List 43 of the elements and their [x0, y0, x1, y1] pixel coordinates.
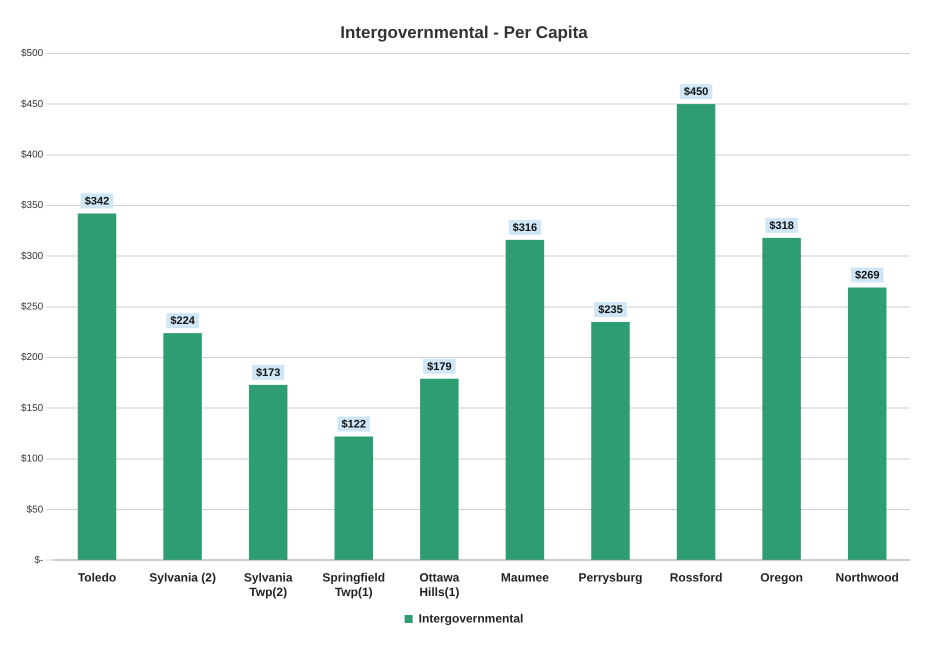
bar: [163, 333, 202, 560]
legend-label: Intergovernmental: [418, 611, 524, 626]
data-label: $316: [512, 222, 538, 234]
y-tick-label: $150: [20, 402, 44, 414]
bar: [676, 104, 716, 560]
data-label: $235: [598, 304, 623, 316]
x-tick-label: Oregon: [760, 570, 803, 585]
x-tick-label: Springfield Twp(1): [322, 570, 386, 600]
x-tick-label: Toledo: [78, 570, 116, 585]
bar: [78, 214, 116, 560]
x-tick-label: Northwood: [836, 570, 899, 585]
y-tick-label: $50: [26, 504, 44, 516]
bar: [334, 436, 374, 560]
bar: [591, 322, 630, 560]
y-tick-label: $100: [20, 454, 44, 465]
y-tick-label: $400: [20, 150, 44, 161]
x-tick-label: Sylvania (2): [149, 570, 216, 585]
bar: [420, 378, 459, 560]
data-label: $179: [427, 360, 452, 373]
y-tick-label: $-: [34, 554, 44, 566]
data-label: $269: [854, 270, 880, 282]
x-tick-label: Ottawa Hills(1): [419, 570, 460, 600]
data-label: $173: [256, 366, 280, 379]
y-tick-label: $500: [20, 48, 44, 60]
y-tick-label: $250: [20, 302, 44, 313]
y-tick-label: $300: [20, 250, 44, 262]
y-tick-label: $350: [20, 200, 44, 212]
chart-title: Intergovernmental - Per Capita: [340, 22, 588, 42]
bar: [762, 238, 801, 560]
data-label: $342: [84, 196, 110, 208]
data-label: $318: [769, 220, 794, 232]
x-tick-label: Rossford: [670, 570, 722, 585]
y-tick-label: $450: [20, 98, 44, 110]
x-tick-label: Maumee: [500, 570, 550, 585]
bar: [248, 384, 288, 560]
bar: [506, 240, 544, 560]
x-tick-label: Perrysburg: [578, 570, 642, 585]
x-tick-label: Sylvania Twp(2): [244, 570, 293, 600]
y-tick-label: $200: [20, 352, 44, 364]
data-label: $450: [684, 86, 708, 98]
data-label: $122: [342, 418, 366, 431]
bar: [848, 288, 886, 560]
data-label: $224: [170, 315, 196, 328]
